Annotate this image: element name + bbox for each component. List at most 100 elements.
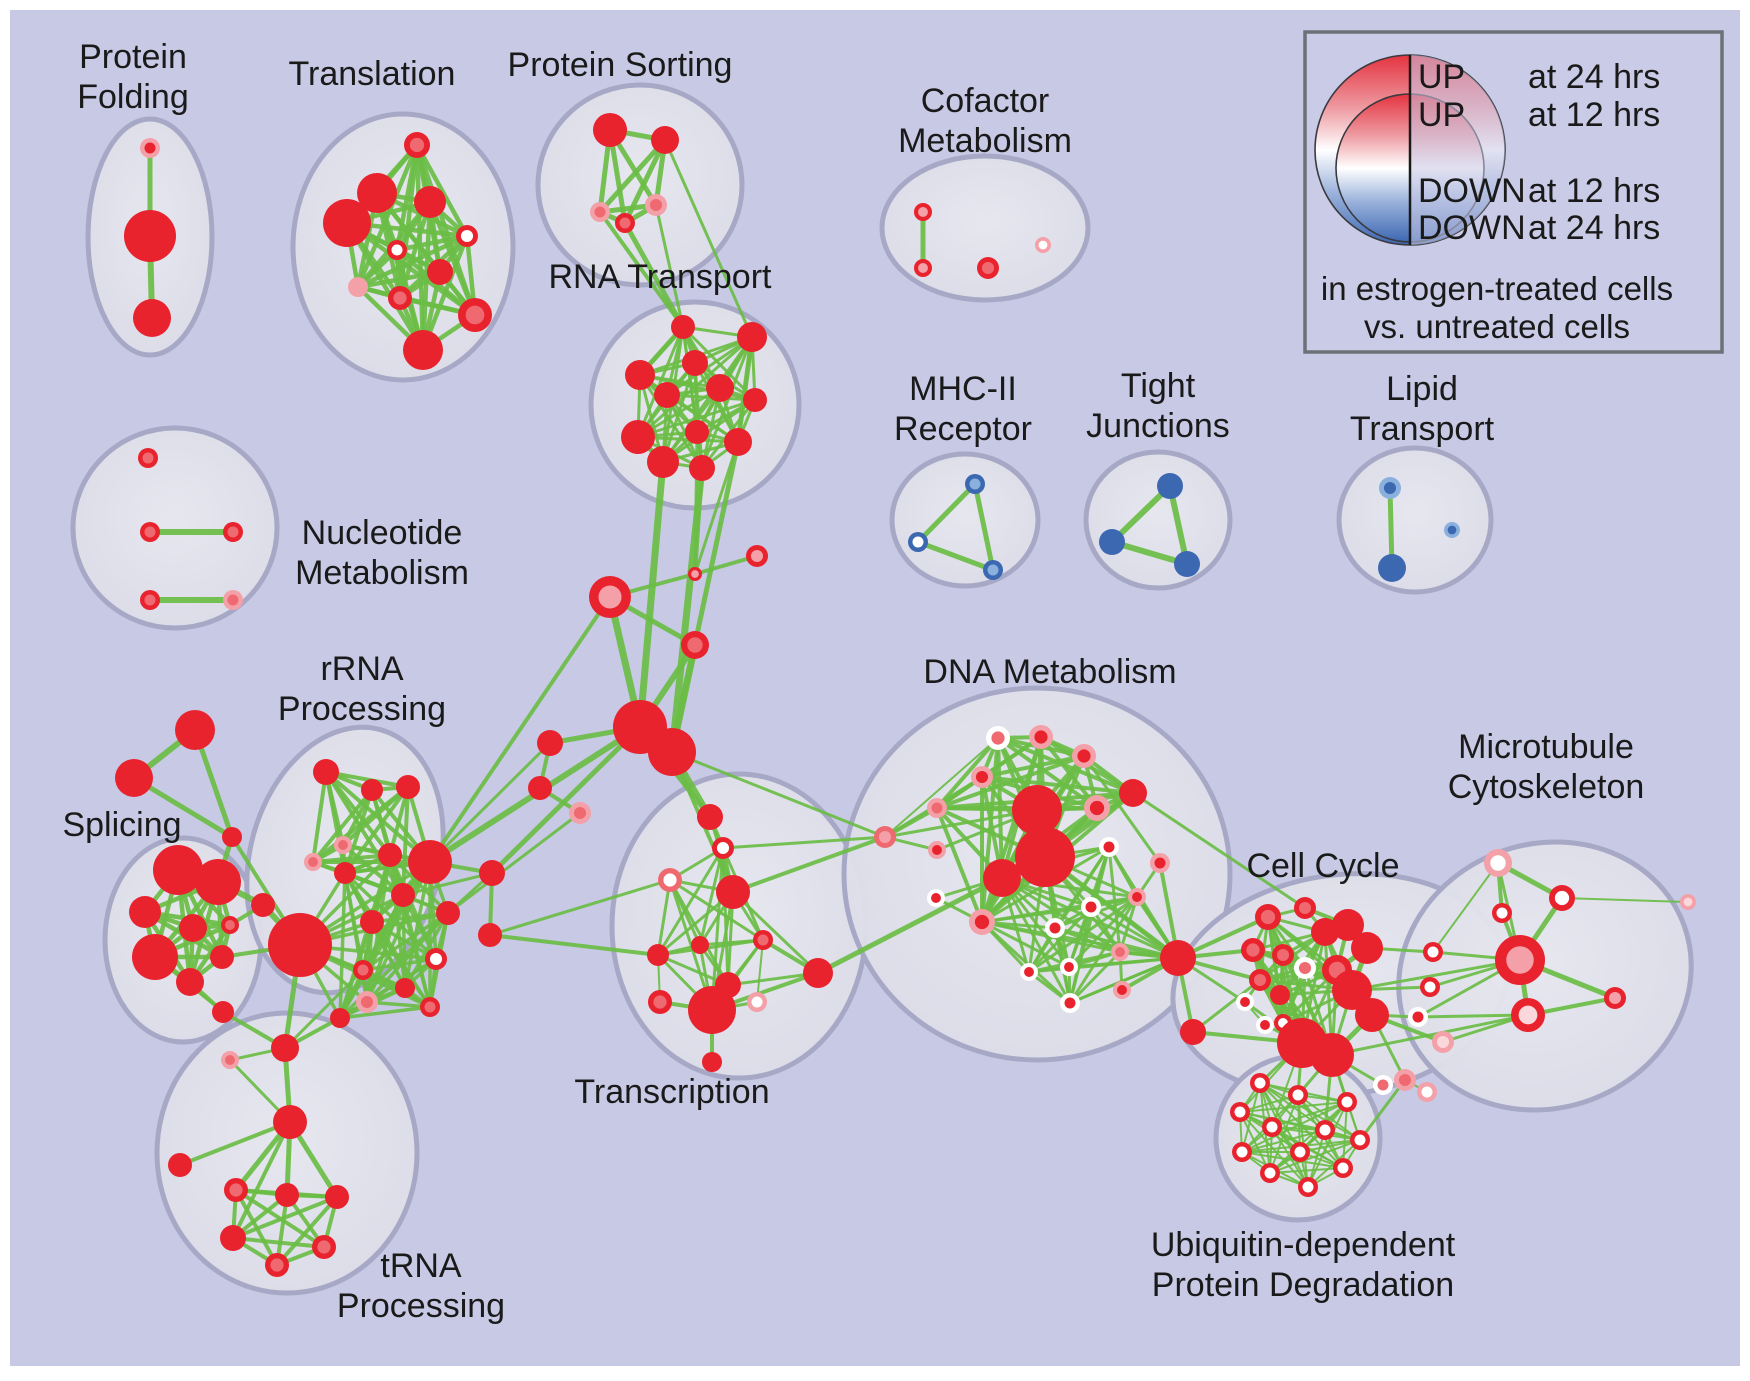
network-node-mc7[interactable]: [1680, 894, 1696, 910]
network-node-d15[interactable]: [1150, 853, 1170, 873]
network-node-d21[interactable]: [1111, 943, 1129, 961]
network-node-d12[interactable]: [927, 889, 945, 907]
network-node-cc13[interactable]: [1355, 998, 1389, 1032]
network-node-pf3[interactable]: [133, 299, 171, 337]
network-node-tr13[interactable]: [702, 1052, 722, 1072]
network-node-m1[interactable]: [965, 474, 985, 494]
network-node-x1[interactable]: [175, 710, 215, 750]
network-node-cc5[interactable]: [1351, 932, 1383, 964]
network-node-rt11[interactable]: [647, 446, 679, 478]
network-node-r10[interactable]: [268, 913, 332, 977]
network-node-tr5[interactable]: [753, 930, 773, 950]
network-node-c9[interactable]: [569, 802, 591, 824]
network-node-r15[interactable]: [353, 960, 373, 980]
network-node-r13[interactable]: [436, 901, 460, 925]
network-node-pf1[interactable]: [140, 138, 160, 158]
network-node-r11[interactable]: [360, 910, 384, 934]
network-node-c2[interactable]: [648, 728, 696, 776]
network-node-lp3[interactable]: [1444, 522, 1460, 538]
network-node-cc21[interactable]: [1408, 1007, 1428, 1027]
network-node-d11[interactable]: [928, 841, 946, 859]
network-node-s8[interactable]: [210, 945, 234, 969]
network-node-n4[interactable]: [140, 590, 160, 610]
network-node-c6[interactable]: [746, 545, 768, 567]
network-node-k7[interactable]: [312, 1235, 336, 1259]
network-node-cc23[interactable]: [1180, 1019, 1206, 1045]
network-node-n5[interactable]: [223, 590, 243, 610]
network-node-t4[interactable]: [323, 199, 371, 247]
network-node-r1[interactable]: [313, 759, 339, 785]
network-node-cc15[interactable]: [1256, 1016, 1274, 1034]
network-node-u7[interactable]: [1350, 1130, 1370, 1150]
network-node-lp2[interactable]: [1378, 554, 1406, 582]
network-node-tr2[interactable]: [712, 837, 734, 859]
network-node-c7[interactable]: [537, 730, 563, 756]
network-node-tr6[interactable]: [691, 936, 709, 954]
network-node-ps4[interactable]: [615, 213, 635, 233]
network-node-cf1[interactable]: [914, 203, 932, 221]
network-node-tr10[interactable]: [688, 986, 736, 1034]
network-node-rt2[interactable]: [737, 322, 767, 352]
network-node-r3[interactable]: [396, 775, 420, 799]
network-node-r18[interactable]: [330, 1008, 350, 1028]
network-node-cc6[interactable]: [1241, 938, 1265, 962]
network-node-d4[interactable]: [971, 766, 993, 788]
network-node-u1[interactable]: [1250, 1073, 1270, 1093]
network-node-cc7[interactable]: [1272, 944, 1294, 966]
network-node-u10[interactable]: [1333, 1158, 1353, 1178]
network-node-x3[interactable]: [222, 827, 242, 847]
network-node-rt12[interactable]: [689, 455, 715, 481]
network-node-r8[interactable]: [378, 843, 402, 867]
network-node-n3[interactable]: [223, 522, 243, 542]
network-node-cc18[interactable]: [1310, 1033, 1354, 1077]
network-node-d17[interactable]: [1081, 897, 1101, 917]
network-node-cc12[interactable]: [1332, 970, 1372, 1010]
network-node-r20[interactable]: [271, 1034, 299, 1062]
network-node-r21[interactable]: [221, 1051, 239, 1069]
network-node-d3[interactable]: [1072, 744, 1096, 768]
network-node-u12[interactable]: [1298, 1177, 1318, 1197]
network-node-k2[interactable]: [168, 1153, 192, 1177]
network-node-s2[interactable]: [195, 859, 241, 905]
network-node-ps1[interactable]: [593, 113, 627, 147]
network-node-mc6[interactable]: [1604, 987, 1626, 1009]
network-node-cc8[interactable]: [1294, 957, 1316, 979]
network-node-pf2[interactable]: [124, 210, 176, 262]
network-node-cc10[interactable]: [1249, 969, 1271, 991]
network-node-rt5[interactable]: [706, 374, 734, 402]
network-node-d20[interactable]: [1020, 963, 1038, 981]
network-node-s1[interactable]: [153, 845, 203, 895]
network-node-t1[interactable]: [404, 132, 430, 158]
network-node-tj1[interactable]: [1157, 473, 1183, 499]
network-node-ps3[interactable]: [590, 202, 610, 222]
network-node-s4[interactable]: [179, 914, 207, 942]
network-node-d16[interactable]: [1128, 888, 1146, 906]
network-node-u2[interactable]: [1288, 1085, 1308, 1105]
network-node-s6[interactable]: [176, 968, 204, 996]
network-node-d14[interactable]: [1099, 837, 1119, 857]
network-node-s7[interactable]: [221, 916, 239, 934]
network-node-cc1[interactable]: [1255, 904, 1281, 930]
network-node-rt1[interactable]: [671, 315, 695, 339]
network-node-t11[interactable]: [403, 330, 443, 370]
network-node-x2[interactable]: [115, 759, 153, 797]
network-node-k6[interactable]: [220, 1225, 246, 1251]
network-node-c11[interactable]: [478, 923, 502, 947]
network-node-c12[interactable]: [874, 826, 896, 848]
network-node-t3[interactable]: [414, 186, 446, 218]
network-node-c3[interactable]: [589, 576, 631, 618]
network-node-r6[interactable]: [304, 853, 322, 871]
network-node-d23[interactable]: [1060, 993, 1080, 1013]
network-node-tr7[interactable]: [647, 944, 669, 966]
network-node-c4[interactable]: [681, 631, 709, 659]
network-node-m3[interactable]: [983, 560, 1003, 580]
network-node-u3[interactable]: [1337, 1092, 1357, 1112]
network-node-tr11[interactable]: [648, 990, 672, 1014]
network-node-c10[interactable]: [479, 860, 505, 886]
network-node-t6[interactable]: [387, 240, 407, 260]
network-node-n2[interactable]: [140, 522, 160, 542]
network-node-u8[interactable]: [1232, 1142, 1252, 1162]
network-node-cc19[interactable]: [1423, 942, 1443, 962]
network-node-u11[interactable]: [1260, 1163, 1280, 1183]
network-node-cf3[interactable]: [977, 257, 999, 279]
